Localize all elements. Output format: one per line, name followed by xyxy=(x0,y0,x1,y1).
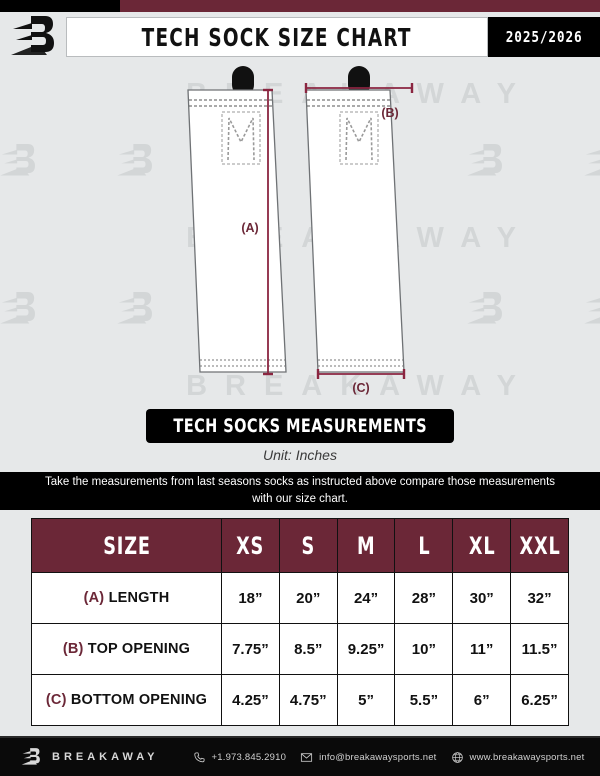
cell-bottom-opening-s: 4.75” xyxy=(278,674,338,726)
unit-label: Unit: Inches xyxy=(263,447,337,463)
cell-length-l: 28” xyxy=(394,572,454,624)
globe-icon xyxy=(451,751,463,763)
column-header-s: S xyxy=(278,518,338,573)
footer-phone[interactable]: +1.973.845.2910 xyxy=(193,751,287,764)
instruction-text: Take the measurements from last seasons … xyxy=(44,476,556,505)
footer-brand-name: BREAKAWAY xyxy=(52,751,159,763)
cell-top-opening-s: 8.5” xyxy=(278,623,338,675)
footer-website[interactable]: www.breakawaysports.net xyxy=(451,751,585,764)
dimension-label-b: (B) xyxy=(381,106,398,120)
page-header: TECH SOCK SIZE CHART 2025/2026 xyxy=(0,12,600,62)
phone-icon xyxy=(193,751,205,762)
cell-top-opening-xl: 11” xyxy=(452,623,512,675)
sock-measurement-diagram: (A) (B) (C) xyxy=(0,62,600,407)
cell-top-opening-m: 9.25” xyxy=(336,623,396,675)
table-header-row: SIZE XS S M L XL XXL xyxy=(31,518,569,573)
cell-length-xl: 30” xyxy=(452,572,512,624)
column-header-xxl: XXL xyxy=(510,518,569,573)
cell-length-s: 20” xyxy=(278,572,338,624)
dimension-label-a: (A) xyxy=(241,221,258,235)
footer-website-text: www.breakawaysports.net xyxy=(469,751,585,763)
measurements-title-text: TECH SOCKS MEASUREMENTS xyxy=(173,415,427,437)
instruction-band: Take the measurements from last seasons … xyxy=(0,472,600,510)
cell-length-xxl: 32” xyxy=(510,572,569,624)
sock-opening-diagram: (B) (C) xyxy=(304,66,414,395)
table-row: (C) BOTTOM OPENING 4.25” 4.75” 5” 5.5” 6… xyxy=(31,674,569,726)
cell-length-m: 24” xyxy=(336,572,396,624)
column-header-xl: XL xyxy=(452,518,512,573)
footer-phone-text: +1.973.845.2910 xyxy=(211,751,287,763)
envelope-icon xyxy=(301,752,313,762)
cell-bottom-opening-m: 5” xyxy=(336,674,396,726)
page-title: TECH SOCK SIZE CHART xyxy=(66,17,488,57)
cell-top-opening-xs: 7.75” xyxy=(221,623,280,675)
cell-bottom-opening-l: 5.5” xyxy=(394,674,454,726)
top-bar-black-segment xyxy=(0,0,120,12)
footer-contact-list: +1.973.845.2910 info@breakawaysports.net… xyxy=(193,751,585,764)
measurements-title: TECH SOCKS MEASUREMENTS xyxy=(146,409,454,443)
column-header-m: M xyxy=(336,518,396,573)
top-accent-bar xyxy=(0,0,600,12)
breakaway-b-monogram-icon xyxy=(0,12,66,62)
top-bar-maroon-segment xyxy=(120,0,600,12)
table-row: (B) TOP OPENING 7.75” 8.5” 9.25” 10” 11”… xyxy=(31,623,569,675)
sock-length-diagram: (A) xyxy=(187,66,287,376)
cell-bottom-opening-xl: 6” xyxy=(452,674,512,726)
dimension-label-c: (C) xyxy=(352,381,369,395)
footer-branding: BREAKAWAY xyxy=(0,746,159,768)
row-label-bottom-opening: (C) BOTTOM OPENING xyxy=(31,674,222,726)
page-title-text: TECH SOCK SIZE CHART xyxy=(141,22,413,52)
season-badge-text: 2025/2026 xyxy=(505,28,583,46)
cell-length-xs: 18” xyxy=(221,572,280,624)
table-row: (A) LENGTH 18” 20” 24” 28” 30” 32” xyxy=(31,572,569,624)
breakaway-b-monogram-icon xyxy=(21,748,40,765)
column-header-xs: XS xyxy=(221,518,280,573)
footer-email[interactable]: info@breakawaysports.net xyxy=(300,751,436,764)
footer-email-text: info@breakawaysports.net xyxy=(319,751,437,763)
cell-bottom-opening-xxl: 6.25” xyxy=(510,674,569,726)
cell-top-opening-l: 10” xyxy=(394,623,454,675)
cell-top-opening-xxl: 11.5” xyxy=(510,623,569,675)
column-header-size: SIZE xyxy=(31,518,222,573)
page-footer: BREAKAWAY +1.973.845.2910 info@breakaway… xyxy=(0,736,600,776)
season-badge: 2025/2026 xyxy=(488,17,600,57)
row-label-length: (A) LENGTH xyxy=(31,572,222,624)
row-label-top-opening: (B) TOP OPENING xyxy=(31,623,222,675)
column-header-l: L xyxy=(394,518,454,573)
cell-bottom-opening-xs: 4.25” xyxy=(221,674,280,726)
size-chart-table: SIZE XS S M L XL XXL (A) LENGTH 18” 20” … xyxy=(31,518,569,726)
